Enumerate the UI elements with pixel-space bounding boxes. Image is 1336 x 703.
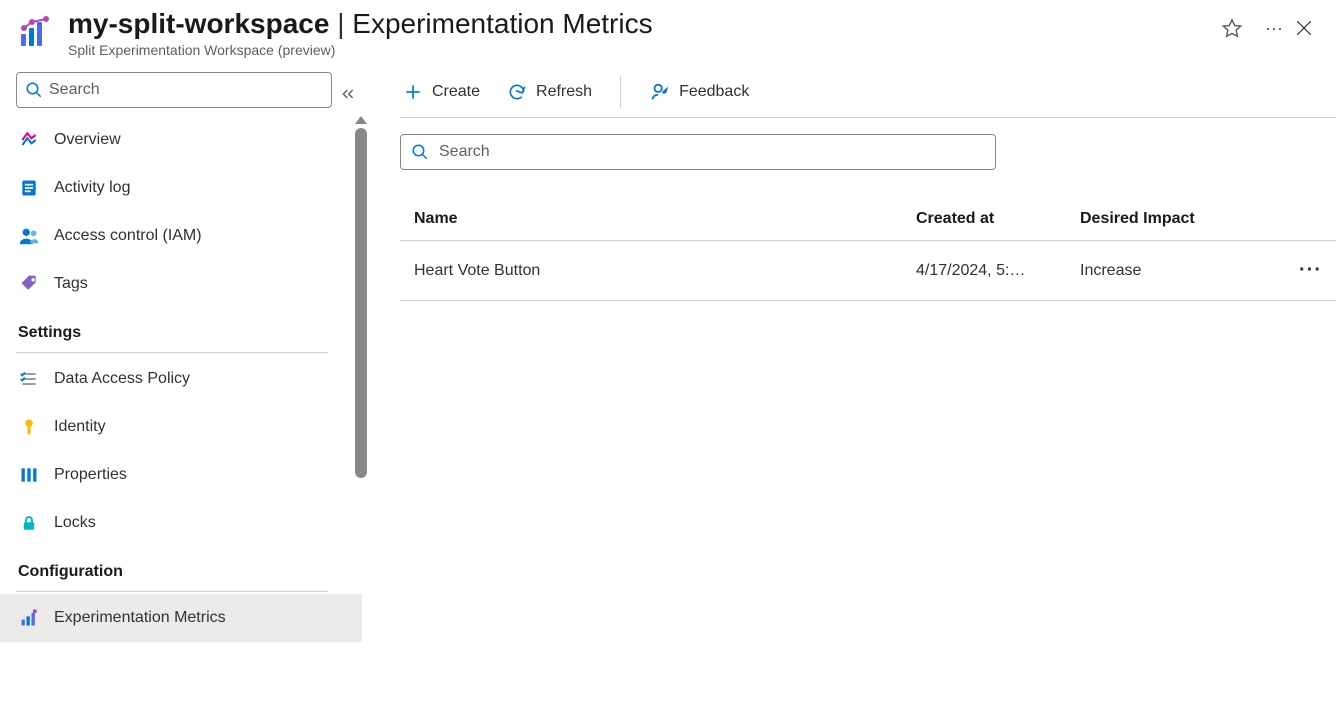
cell-created: 4/17/2024, 5:… xyxy=(916,262,1080,280)
sidebar-item-experimentation-metrics[interactable]: Experimentation Metrics xyxy=(0,594,362,642)
properties-icon xyxy=(18,464,40,486)
sidebar-item-identity[interactable]: Identity xyxy=(16,403,362,451)
sidebar-item-overview[interactable]: Overview xyxy=(16,116,362,164)
sidebar-search-placeholder: Search xyxy=(49,81,100,99)
close-button[interactable] xyxy=(1288,12,1320,44)
page-subtitle: Split Experimentation Workspace (preview… xyxy=(68,42,1198,58)
tags-icon xyxy=(18,273,40,295)
sidebar-item-label: Access control (IAM) xyxy=(54,227,202,245)
sidebar-item-label: Tags xyxy=(54,275,88,293)
metrics-table: Name Created at Desired Impact Heart Vot… xyxy=(400,198,1336,301)
identity-icon xyxy=(18,416,40,438)
workspace-icon xyxy=(16,12,56,52)
row-more-button[interactable]: ··· xyxy=(1299,259,1322,282)
create-button[interactable]: Create xyxy=(400,75,482,109)
refresh-button[interactable]: Refresh xyxy=(504,75,594,109)
page-title: my-split-workspace | Experimentation Met… xyxy=(68,8,653,39)
metrics-icon xyxy=(18,607,40,629)
sidebar-item-locks[interactable]: Locks xyxy=(16,499,362,547)
main-search-input[interactable]: Search xyxy=(400,134,996,170)
sidebar-section-configuration: Configuration xyxy=(16,547,348,587)
sidebar-item-label: Activity log xyxy=(54,179,130,197)
table-header: Name Created at Desired Impact xyxy=(400,198,1336,241)
sidebar-section-settings: Settings xyxy=(16,308,348,348)
sidebar-item-tags[interactable]: Tags xyxy=(16,260,362,308)
locks-icon xyxy=(18,512,40,534)
feedback-label: Feedback xyxy=(679,83,749,101)
sidebar-item-label: Data Access Policy xyxy=(54,370,190,388)
sidebar-item-properties[interactable]: Properties xyxy=(16,451,362,499)
cell-name: Heart Vote Button xyxy=(414,262,916,280)
cell-impact: Increase xyxy=(1080,262,1282,280)
sidebar-item-label: Overview xyxy=(54,131,121,149)
refresh-label: Refresh xyxy=(536,83,592,101)
column-header-created[interactable]: Created at xyxy=(916,210,1080,228)
overview-icon xyxy=(18,129,40,151)
command-toolbar: Create Refresh Feedback xyxy=(400,66,1336,118)
favorite-button[interactable] xyxy=(1218,15,1246,43)
activity-log-icon xyxy=(18,177,40,199)
column-header-impact[interactable]: Desired Impact xyxy=(1080,210,1282,228)
policy-icon xyxy=(18,368,40,390)
divider xyxy=(16,352,328,353)
sidebar-item-label: Locks xyxy=(54,514,96,532)
main-search-placeholder: Search xyxy=(439,143,490,161)
page-title-name: Experimentation Metrics xyxy=(352,8,652,39)
sidebar-item-data-access-policy[interactable]: Data Access Policy xyxy=(16,355,362,403)
divider xyxy=(16,591,328,592)
refresh-icon xyxy=(506,81,528,103)
search-icon xyxy=(411,143,429,161)
sidebar-search-input[interactable]: Search xyxy=(16,72,332,108)
sidebar-item-activity-log[interactable]: Activity log xyxy=(16,164,362,212)
sidebar-item-label: Experimentation Metrics xyxy=(54,609,226,627)
iam-icon xyxy=(18,225,40,247)
create-label: Create xyxy=(432,83,480,101)
plus-icon xyxy=(402,81,424,103)
column-header-name[interactable]: Name xyxy=(414,210,916,228)
search-icon xyxy=(25,81,43,99)
more-actions-button[interactable]: ⋯ xyxy=(1260,15,1288,43)
sidebar-item-label: Identity xyxy=(54,418,106,436)
toolbar-separator xyxy=(620,76,621,108)
sidebar-item-label: Properties xyxy=(54,466,127,484)
feedback-button[interactable]: Feedback xyxy=(647,75,751,109)
workspace-name: my-split-workspace xyxy=(68,8,329,39)
feedback-icon xyxy=(649,81,671,103)
sidebar-item-access-control[interactable]: Access control (IAM) xyxy=(16,212,362,260)
table-row[interactable]: Heart Vote Button 4/17/2024, 5:… Increas… xyxy=(400,241,1336,301)
